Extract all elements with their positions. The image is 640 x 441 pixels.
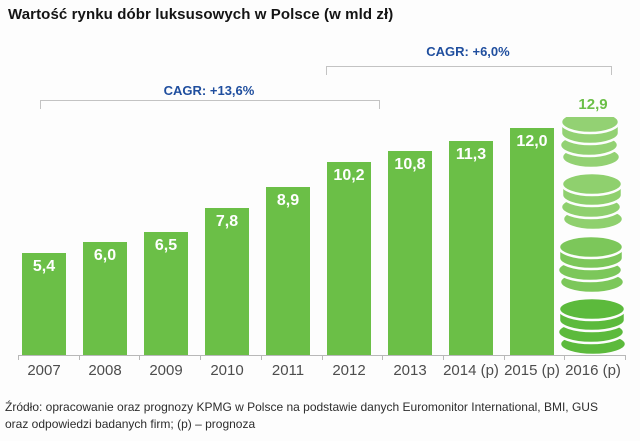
bar-value-label: 10,8 <box>394 156 426 173</box>
bar-2015p: 12,0 <box>510 128 554 355</box>
bar-2012: 10,2 <box>327 162 371 355</box>
bar-2007: 5,4 <box>22 253 66 355</box>
bar-2010: 7,8 <box>205 208 249 355</box>
axis-tick <box>564 355 566 360</box>
cagr-bracket-2012-2016 <box>326 66 612 75</box>
bar-2013: 10,8 <box>388 151 432 355</box>
cagr-bracket-2007-2012 <box>40 100 380 109</box>
x-tick-label: 2013 <box>393 362 427 379</box>
x-tick-label: 2016 (p) <box>565 362 621 379</box>
bar-value-label: 11,3 <box>455 146 487 163</box>
bar-value-label: 10,2 <box>333 167 365 184</box>
coin-stack-icon <box>556 117 628 357</box>
axis-tick <box>78 355 80 360</box>
x-tick-label: 2011 <box>271 362 305 379</box>
source-note-line2: oraz odpowiedzi badanych firm; (p) – pro… <box>5 417 256 431</box>
x-tick-label: 2012 <box>332 362 366 379</box>
source-note: Źródło: opracowanie oraz prognozy KPMG w… <box>5 399 637 433</box>
axis-tick <box>321 355 323 360</box>
x-tick-label: 2009 <box>149 362 183 379</box>
axis-tick <box>200 355 202 360</box>
bar-value-label: 5,4 <box>32 258 56 275</box>
cagr-annotation-2012-2016: CAGR: +6,0% <box>426 44 510 59</box>
bar-2011: 8,9 <box>266 187 310 355</box>
coin-stack-value-label: 12,9 <box>578 96 608 113</box>
bar-value-label: 6,0 <box>93 247 117 264</box>
x-tick-label: 2010 <box>210 362 244 379</box>
x-tick-label: 2008 <box>88 362 122 379</box>
bar-value-label: 6,5 <box>154 237 178 254</box>
cagr-annotation-2007-2012: CAGR: +13,6% <box>163 83 255 98</box>
axis-tick <box>503 355 505 360</box>
chart-title: Wartość rynku dóbr luksusowych w Polsce … <box>8 6 394 23</box>
bar-value-label: 7,8 <box>215 213 239 230</box>
x-tick-label: 2015 (p) <box>504 362 560 379</box>
axis-tick <box>625 355 626 360</box>
axis-tick <box>260 355 262 360</box>
bar-2014p: 11,3 <box>449 141 493 355</box>
bar-value-label: 8,9 <box>276 192 300 209</box>
bar-value-label: 12,0 <box>516 133 548 150</box>
x-tick-label: 2007 <box>27 362 61 379</box>
axis-tick <box>442 355 444 360</box>
source-note-line1: Źródło: opracowanie oraz prognozy KPMG w… <box>5 400 598 414</box>
axis-tick <box>382 355 384 360</box>
axis-tick <box>18 355 19 360</box>
bar-2008: 6,0 <box>83 242 127 355</box>
bar-2009: 6,5 <box>144 232 188 355</box>
axis-tick <box>139 355 141 360</box>
x-tick-label: 2014 (p) <box>443 362 499 379</box>
